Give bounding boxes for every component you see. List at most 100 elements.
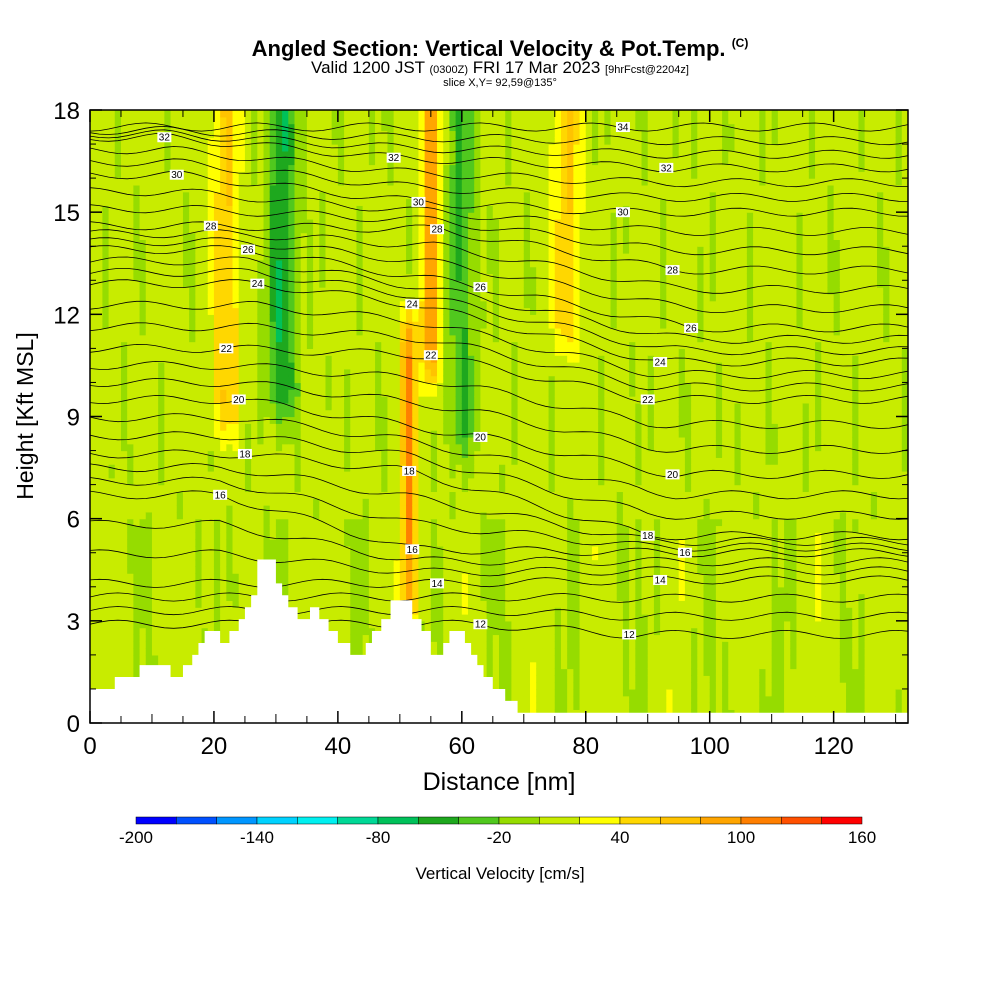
velocity-cell	[226, 614, 234, 622]
velocity-cell	[108, 654, 116, 663]
velocity-cell	[393, 579, 401, 588]
velocity-cell	[275, 511, 283, 520]
velocity-cell	[424, 280, 432, 288]
velocity-cell	[164, 225, 172, 234]
velocity-cell	[139, 321, 147, 329]
velocity-cell	[158, 416, 165, 424]
velocity-cell	[176, 600, 184, 608]
velocity-cell	[226, 573, 234, 581]
velocity-cell	[412, 436, 420, 445]
velocity-cell	[375, 232, 382, 241]
velocity-cell	[430, 573, 438, 581]
velocity-cell	[282, 375, 289, 384]
velocity-cell	[368, 600, 376, 608]
velocity-cell	[294, 184, 302, 193]
velocity-cell	[350, 348, 358, 356]
velocity-cell	[96, 259, 103, 268]
velocity-cell	[387, 232, 395, 241]
velocity-cell	[164, 436, 172, 445]
velocity-cell	[145, 273, 153, 281]
velocity-cell	[344, 539, 351, 547]
velocity-cell	[387, 477, 395, 486]
velocity-cell	[102, 348, 110, 356]
velocity-field	[90, 110, 908, 723]
velocity-cell	[368, 253, 376, 261]
velocity-cell	[406, 566, 413, 574]
velocity-cell	[313, 423, 320, 431]
velocity-cell	[238, 416, 246, 424]
velocity-cell	[362, 144, 370, 152]
velocity-cell	[356, 573, 364, 581]
velocity-cell	[275, 307, 283, 315]
velocity-cell	[120, 259, 128, 268]
velocity-cell	[325, 123, 333, 132]
velocity-cell	[375, 293, 382, 302]
chart-title-text: Angled Section: Vertical Velocity & Pot.…	[251, 36, 726, 61]
velocity-cell	[207, 355, 215, 363]
velocity-cell	[158, 218, 165, 227]
velocity-cell	[133, 641, 141, 649]
velocity-cell	[331, 389, 339, 397]
velocity-cell	[120, 464, 128, 472]
velocity-cell	[170, 566, 178, 574]
velocity-cell	[282, 402, 289, 411]
velocity-cell	[108, 661, 116, 670]
velocity-cell	[412, 307, 420, 315]
velocity-cell	[306, 266, 314, 275]
velocity-cell	[251, 573, 258, 581]
velocity-cell	[319, 505, 327, 513]
velocity-cell	[319, 545, 327, 554]
velocity-cell	[120, 491, 128, 499]
velocity-cell	[306, 198, 314, 206]
velocity-cell	[294, 600, 302, 608]
velocity-cell	[275, 484, 283, 493]
velocity-cell	[176, 287, 184, 295]
velocity-cell	[381, 110, 389, 118]
velocity-cell	[207, 205, 215, 213]
velocity-cell	[139, 130, 147, 138]
velocity-cell	[257, 539, 265, 547]
velocity-cell	[176, 457, 184, 465]
velocity-cell	[158, 518, 165, 527]
velocity-cell	[164, 382, 172, 390]
velocity-cell	[356, 593, 364, 601]
velocity-cell	[350, 396, 358, 404]
velocity-cell	[220, 593, 227, 601]
velocity-cell	[356, 300, 364, 309]
velocity-cell	[319, 368, 327, 377]
velocity-cell	[195, 321, 203, 329]
velocity-cell	[319, 600, 327, 608]
velocity-cell	[195, 130, 203, 138]
velocity-cell	[368, 280, 376, 288]
velocity-cell	[257, 505, 265, 513]
velocity-cell	[294, 293, 302, 302]
velocity-cell	[306, 184, 314, 193]
velocity-cell	[288, 171, 296, 179]
velocity-cell	[424, 477, 432, 486]
velocity-cell	[300, 164, 308, 172]
velocity-cell	[96, 341, 103, 349]
velocity-cell	[176, 157, 184, 166]
velocity-cell	[412, 579, 420, 588]
velocity-cell	[313, 389, 320, 397]
velocity-cell	[375, 341, 382, 349]
velocity-cell	[133, 396, 141, 404]
velocity-cell	[164, 348, 172, 356]
velocity-cell	[294, 198, 302, 206]
velocity-cell	[127, 614, 134, 622]
velocity-cell	[220, 464, 227, 472]
velocity-cell	[207, 348, 215, 356]
velocity-cell	[263, 552, 271, 561]
velocity-cell	[269, 498, 277, 506]
velocity-cell	[120, 409, 128, 418]
velocity-cell	[319, 491, 327, 499]
velocity-cell	[139, 416, 147, 424]
velocity-cell	[350, 266, 358, 275]
velocity-cell	[232, 300, 240, 309]
velocity-cell	[399, 436, 407, 445]
velocity-cell	[133, 287, 141, 295]
velocity-cell	[362, 423, 370, 431]
velocity-cell	[288, 539, 296, 547]
velocity-cell	[418, 293, 426, 302]
velocity-cell	[331, 239, 339, 247]
